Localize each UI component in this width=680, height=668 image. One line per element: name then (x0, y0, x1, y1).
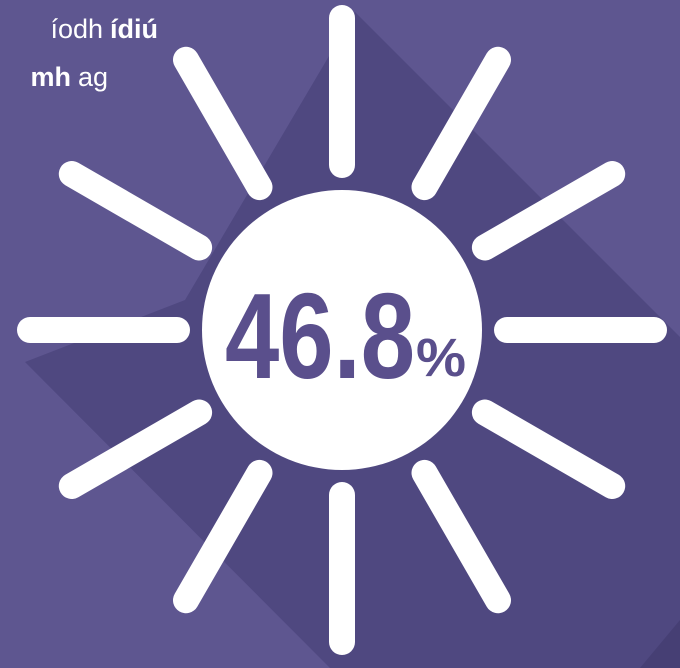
text-line: mh ag (30, 62, 108, 92)
sun-ray (58, 399, 213, 499)
sun-ray (471, 161, 626, 261)
text-fragment: íodh (50, 14, 103, 44)
sun-ray (411, 459, 511, 614)
text-fragment: ídiú (110, 14, 158, 44)
text-fragment: mh (30, 62, 71, 92)
sun-ray (173, 46, 273, 201)
sun-ray (173, 459, 273, 614)
stat-unit: % (416, 328, 466, 388)
sun-ray (471, 399, 626, 499)
sun-ray (58, 161, 213, 261)
sun-rays (17, 5, 667, 655)
text-fragment: ag (78, 62, 108, 92)
sun-ray (411, 46, 511, 201)
stat-value: 46.8 (225, 268, 415, 404)
sun-disc (202, 190, 482, 470)
text-line: íodh ídiú (50, 14, 158, 44)
corner-shadow (640, 620, 680, 668)
